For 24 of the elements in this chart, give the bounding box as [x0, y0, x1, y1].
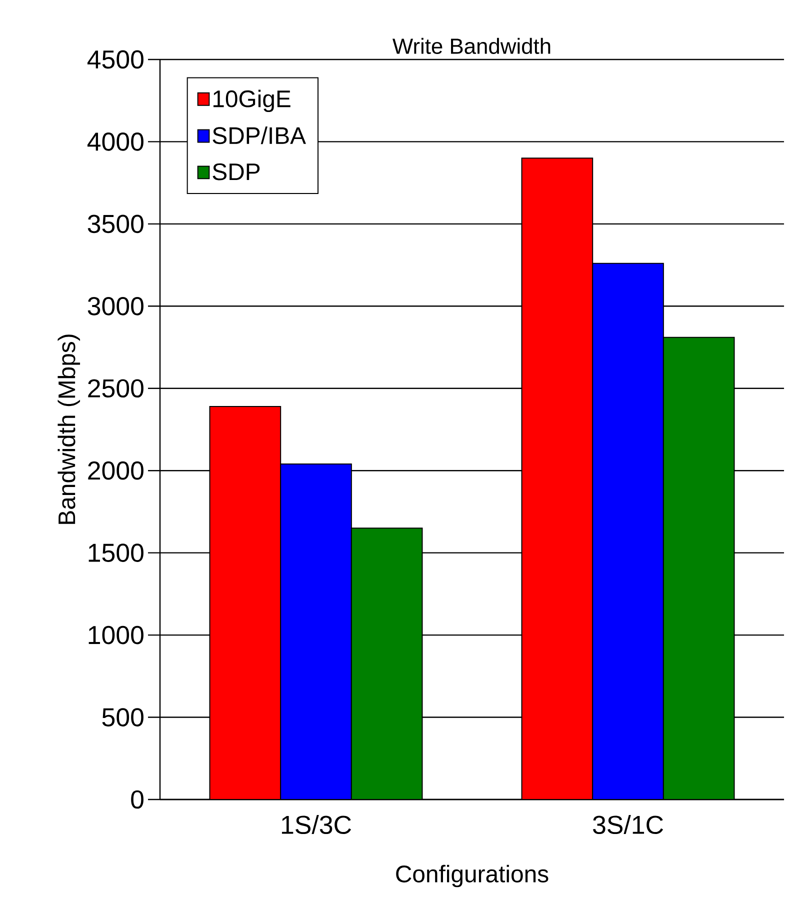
y-tick-label: 4500 — [87, 50, 144, 69]
bar — [280, 464, 352, 800]
bar — [662, 336, 735, 800]
y-tick-label: 1500 — [88, 544, 144, 562]
y-tick-label: 2500 — [88, 379, 144, 398]
y-tick-label: 0 — [130, 790, 144, 809]
bar — [592, 262, 664, 800]
bar — [209, 406, 281, 800]
x-tick-label: 3S/1C — [592, 815, 663, 834]
legend-label: SDP/IBA — [212, 126, 306, 144]
x-axis-title: Configurations — [396, 864, 548, 888]
y-tick-label: 4000 — [87, 132, 144, 151]
chart-title: Write Bandwidth — [392, 38, 550, 54]
y-tick-label: 3500 — [88, 214, 144, 234]
legend-label: SDP — [212, 163, 260, 180]
y-tick-label: 2000 — [88, 461, 144, 480]
bar — [350, 528, 423, 800]
y-axis-title: Bandwidth (Mbps) — [58, 334, 80, 524]
bar — [521, 158, 593, 800]
legend-label: 10GigE — [213, 90, 290, 112]
x-tick-label: 1S/3C — [282, 815, 351, 834]
y-tick-label: 1000 — [88, 626, 144, 644]
y-tick-label: 3000 — [88, 296, 144, 316]
y-tick-label: 500 — [102, 708, 144, 726]
